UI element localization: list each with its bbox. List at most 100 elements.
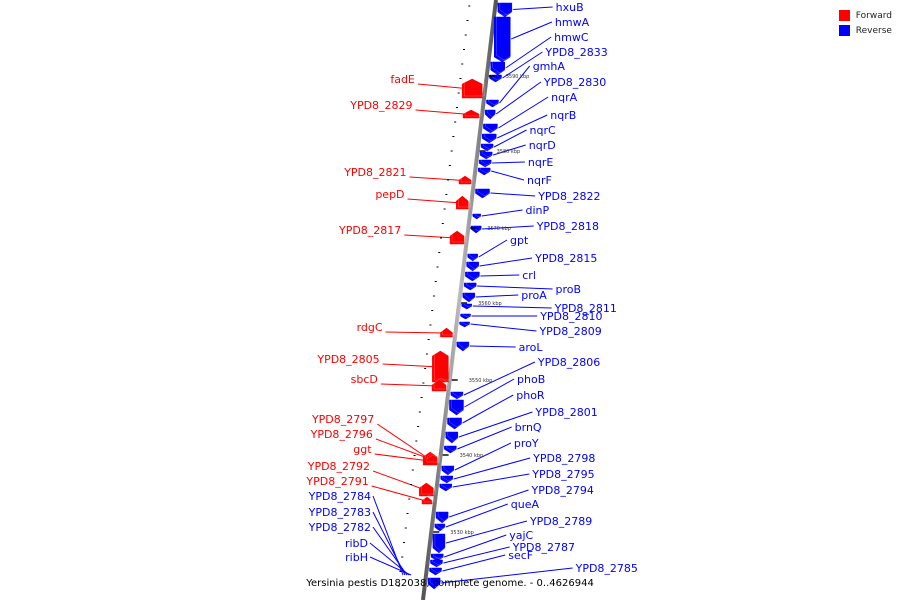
kbp-tick-label: 3560 kbp: [478, 301, 502, 307]
kbp-tick-label: 3580 kbp: [497, 149, 521, 155]
leader-line: [492, 162, 525, 163]
genome-axis: [423, 0, 496, 600]
genome-map: 3590 kbp 3580 kbp 3570 kbp 3560 kbp 3550 kbp…: [0, 0, 900, 600]
forward-gene-label: sbcD: [351, 373, 378, 386]
leader-line: [457, 427, 511, 449]
forward-gene-label: ggt: [353, 443, 372, 456]
reverse-gene-label: proB: [556, 283, 582, 296]
reverse-gene-label: dinP: [526, 204, 550, 217]
reverse-gene-label: nqrF: [527, 174, 552, 187]
reverse-gene-label: YPD8_2795: [531, 468, 594, 481]
reverse-gene-label: proA: [521, 289, 547, 302]
genome-map-view: 3590 kbp 3580 kbp 3570 kbp 3560 kbp 3550 kbp…: [0, 0, 900, 600]
legend-reverse-label: Reverse: [856, 26, 892, 36]
reverse-gene-label: proY: [514, 437, 539, 450]
reverse-gene-label: YPD8_2798: [532, 452, 595, 465]
reverse-gene-label: hxuB: [556, 1, 584, 14]
leader-line: [491, 171, 524, 180]
reverse-gene-label: gpt: [510, 234, 529, 247]
leader-line: [471, 324, 537, 331]
legend-item-reverse: Reverse: [839, 23, 892, 38]
reverse-gene-label: YPD8_2809: [538, 325, 601, 338]
reverse-gene-label: YPD8_2822: [537, 190, 600, 203]
reverse-gene-label: phoB: [517, 373, 545, 386]
leader-line: [376, 439, 430, 459]
leader-line: [499, 66, 529, 103]
legend-forward-label: Forward: [856, 11, 892, 21]
leader-line: [444, 535, 506, 557]
leader-line: [494, 130, 526, 147]
leader-line: [370, 543, 409, 575]
forward-gene-label: rdgC: [357, 321, 383, 334]
leader-line: [377, 424, 429, 459]
legend: Forward Reverse: [839, 8, 892, 38]
kbp-tick-label: 3590 kbp: [506, 74, 530, 80]
forward-gene-YPD8_2829: [463, 110, 479, 118]
reverse-gene-label: YPD8_2815: [534, 252, 597, 265]
leader-line: [480, 258, 532, 266]
leader-line: [511, 22, 552, 39]
reverse-gene-label: YPD8_2784: [308, 490, 371, 503]
forward-gene-label: pepD: [375, 188, 404, 201]
leader-line: [491, 193, 536, 196]
forward-gene-label: YPD8_2829: [349, 99, 412, 112]
reverse-gene-label: aroL: [519, 341, 544, 354]
reverse-gene-label: YPD8_2783: [308, 506, 371, 519]
kbp-tick-label: 3540 kbp: [460, 453, 484, 459]
reverse-gene-label: YPD8_2789: [529, 515, 592, 528]
reverse-gene-label: secF: [508, 549, 533, 562]
leader-line: [513, 7, 553, 10]
leader-line: [482, 210, 523, 216]
forward-gene-label: YPD8_2817: [338, 224, 401, 237]
reverse-gene-label: YPD8_2818: [536, 220, 599, 233]
leader-line: [381, 384, 438, 386]
leader-line: [372, 486, 426, 501]
reverse-gene-label: YPD8_2782: [308, 521, 371, 534]
reverse-gene-label: ribH: [345, 551, 368, 564]
reverse-gene-label: ribD: [345, 537, 368, 550]
forward-gene-label: YPD8_2805: [316, 353, 379, 366]
reverse-gene-YPD8_2830: [485, 110, 495, 119]
reverse-gene-label: brnQ: [515, 421, 542, 434]
reverse-gene-label: nqrB: [550, 109, 576, 122]
leader-line: [443, 555, 506, 571]
reverse-gene-label: nqrA: [551, 91, 577, 104]
reverse-gene-label: YPD8_2794: [531, 484, 594, 497]
reverse-swatch: [839, 25, 850, 36]
reverse-gene-label: hmwC: [554, 31, 589, 44]
reverse-gene-label: gmhA: [533, 60, 566, 73]
legend-item-forward: Forward: [839, 8, 892, 23]
leader-line: [496, 82, 541, 114]
forward-gene-label: YPD8_2791: [305, 475, 368, 488]
reverse-gene-label: nqrD: [529, 139, 556, 152]
reverse-gene-label: YPD8_2785: [575, 562, 638, 575]
forward-gene-fadE: [462, 79, 482, 98]
leader-line: [404, 235, 456, 238]
reverse-gene-label: YPD8_2810: [539, 310, 602, 323]
genome-caption: Yersinia pestis D182038, complete genome…: [0, 578, 900, 589]
forward-gene-label: fadE: [390, 73, 415, 86]
kbp-tick-label: 3550 kbp: [469, 378, 493, 384]
forward-gene-label: YPD8_2821: [343, 166, 406, 179]
leader-line: [416, 110, 471, 115]
leader-line: [479, 240, 507, 257]
reverse-gene-label: nqrC: [530, 124, 556, 137]
forward-gene-label: YPD8_2797: [311, 413, 374, 426]
leader-line: [386, 332, 446, 333]
reverse-gene-YPD8_2809: [460, 322, 470, 327]
reverse-gene-YPD8_2810: [461, 314, 471, 319]
leader-line: [443, 547, 509, 563]
leader-line: [470, 346, 516, 347]
reverse-gene-label: hmwA: [555, 16, 590, 29]
leader-line: [375, 454, 430, 461]
reverse-gene-label: crl: [522, 269, 536, 282]
forward-gene-label: YPD8_2796: [310, 428, 373, 441]
leader-line: [373, 471, 425, 490]
leader-line: [410, 177, 465, 181]
leader-line: [480, 275, 519, 276]
forward-gene-label: YPD8_2792: [307, 460, 370, 473]
forward-swatch: [839, 10, 850, 21]
kbp-tick-label: 3570 kbp: [487, 226, 511, 232]
kbp-tick-label: 3530 kbp: [450, 530, 474, 536]
forward-gene-YPD8_2805: [432, 351, 448, 382]
